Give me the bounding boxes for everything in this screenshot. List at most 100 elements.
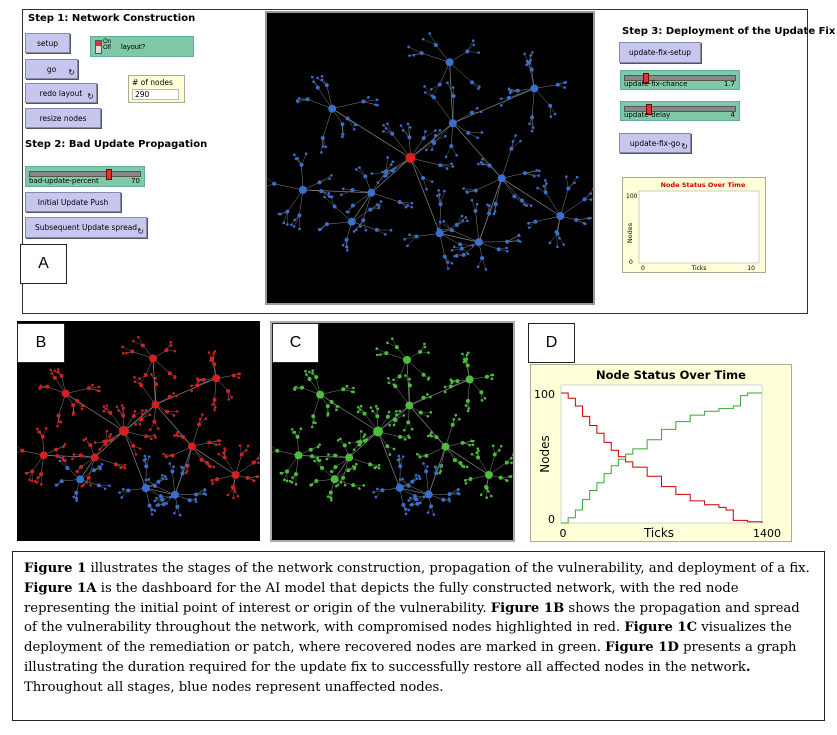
network-node[interactable] <box>484 484 489 489</box>
network-node[interactable] <box>316 390 325 399</box>
network-node[interactable] <box>374 404 378 408</box>
network-node[interactable] <box>61 458 65 462</box>
network-node[interactable] <box>313 459 316 463</box>
network-node[interactable] <box>529 59 532 62</box>
network-node[interactable] <box>169 344 173 347</box>
network-node[interactable] <box>341 135 344 139</box>
network-node[interactable] <box>531 51 534 54</box>
network-node[interactable] <box>291 476 294 479</box>
network-node[interactable] <box>58 459 62 463</box>
network-node[interactable] <box>233 490 237 493</box>
network-node[interactable] <box>176 430 179 434</box>
network-node[interactable] <box>479 390 484 395</box>
network-node[interactable] <box>37 430 40 434</box>
network-node[interactable] <box>450 162 453 166</box>
network-node[interactable] <box>214 406 217 409</box>
network-node[interactable] <box>283 478 286 482</box>
network-node[interactable] <box>317 180 322 185</box>
network-node[interactable] <box>437 189 440 192</box>
network-node[interactable] <box>397 454 401 458</box>
network-node[interactable] <box>450 248 454 252</box>
network-node[interactable] <box>217 452 221 456</box>
network-node[interactable] <box>202 492 206 495</box>
network-node[interactable] <box>515 88 520 93</box>
network-node[interactable] <box>362 411 367 416</box>
network-node[interactable] <box>316 445 320 449</box>
network-node[interactable] <box>161 477 165 480</box>
network-node[interactable] <box>376 487 379 491</box>
network-node[interactable] <box>430 88 433 91</box>
network-node[interactable] <box>141 409 144 412</box>
network-node[interactable] <box>293 218 296 222</box>
network-node[interactable] <box>355 462 358 466</box>
network-node[interactable] <box>375 98 379 102</box>
network-node[interactable] <box>436 227 440 231</box>
network-node[interactable] <box>132 339 135 343</box>
network-node[interactable] <box>333 453 338 458</box>
slider-thumb[interactable] <box>642 73 649 84</box>
network-node[interactable] <box>350 203 355 208</box>
network-node[interactable] <box>494 201 497 205</box>
network-node[interactable] <box>123 463 127 467</box>
network-node[interactable] <box>556 212 565 220</box>
network-node[interactable] <box>491 444 495 448</box>
network-node[interactable] <box>485 496 488 499</box>
network-node[interactable] <box>363 174 368 179</box>
network-node[interactable] <box>448 499 451 503</box>
network-node[interactable] <box>483 397 487 400</box>
slider-track[interactable] <box>624 106 736 112</box>
network-node[interactable] <box>514 134 517 137</box>
network-node[interactable] <box>462 357 466 361</box>
network-node[interactable] <box>173 434 176 437</box>
network-node[interactable] <box>368 207 373 212</box>
network-node[interactable] <box>320 78 323 82</box>
network-node[interactable] <box>408 436 411 440</box>
network-node[interactable] <box>410 427 414 431</box>
network-node[interactable] <box>464 404 468 407</box>
network-node[interactable] <box>392 417 397 422</box>
network-node[interactable] <box>311 369 314 372</box>
network-node[interactable] <box>197 422 202 427</box>
network-node[interactable] <box>404 508 407 511</box>
network-node[interactable] <box>466 191 469 194</box>
network-node[interactable] <box>155 497 158 500</box>
network-node[interactable] <box>487 163 492 168</box>
network-node[interactable] <box>465 353 469 357</box>
network-node[interactable] <box>402 414 406 417</box>
network-node[interactable] <box>170 490 179 499</box>
network-node[interactable] <box>386 156 389 159</box>
network-node[interactable] <box>351 483 356 488</box>
network-node[interactable] <box>138 422 142 426</box>
network-node[interactable] <box>308 447 313 452</box>
network-node[interactable] <box>384 169 389 174</box>
network-node[interactable] <box>475 106 479 110</box>
network-node[interactable] <box>36 476 39 479</box>
network-node[interactable] <box>464 216 468 219</box>
network-node[interactable] <box>424 490 433 499</box>
network-node[interactable] <box>430 180 434 183</box>
network-node[interactable] <box>490 373 494 377</box>
network-node[interactable] <box>230 396 234 399</box>
network-node[interactable] <box>414 473 418 477</box>
network-node[interactable] <box>372 490 375 494</box>
network-node[interactable] <box>472 43 476 47</box>
network-node[interactable] <box>147 503 152 508</box>
update-fix-setup-button[interactable]: update-fix-setup <box>619 42 701 63</box>
network-node[interactable] <box>211 482 214 485</box>
network-node[interactable] <box>368 462 373 467</box>
network-node[interactable] <box>257 456 260 460</box>
network-node[interactable] <box>294 482 298 486</box>
network-node[interactable] <box>105 429 109 433</box>
network-node[interactable] <box>35 481 39 484</box>
network-node[interactable] <box>418 455 422 459</box>
network-node[interactable] <box>477 162 480 166</box>
network-node[interactable] <box>305 373 308 376</box>
network-node[interactable] <box>457 488 460 492</box>
network-node[interactable] <box>407 508 410 512</box>
network-node[interactable] <box>323 195 326 199</box>
network-node[interactable] <box>427 376 431 380</box>
network-node[interactable] <box>55 454 60 459</box>
network-node[interactable] <box>451 165 455 168</box>
num-nodes-value[interactable]: 290 <box>132 89 179 100</box>
network-node[interactable] <box>408 233 411 237</box>
